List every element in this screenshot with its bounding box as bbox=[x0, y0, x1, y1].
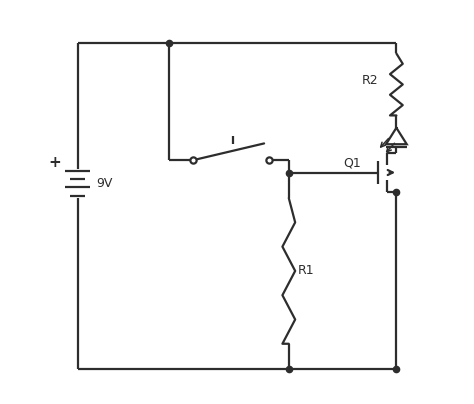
Text: Q1: Q1 bbox=[343, 156, 361, 169]
Text: 9V: 9V bbox=[96, 177, 113, 190]
Text: R1: R1 bbox=[298, 265, 314, 278]
Text: R2: R2 bbox=[362, 74, 378, 87]
Text: +: + bbox=[48, 155, 61, 170]
